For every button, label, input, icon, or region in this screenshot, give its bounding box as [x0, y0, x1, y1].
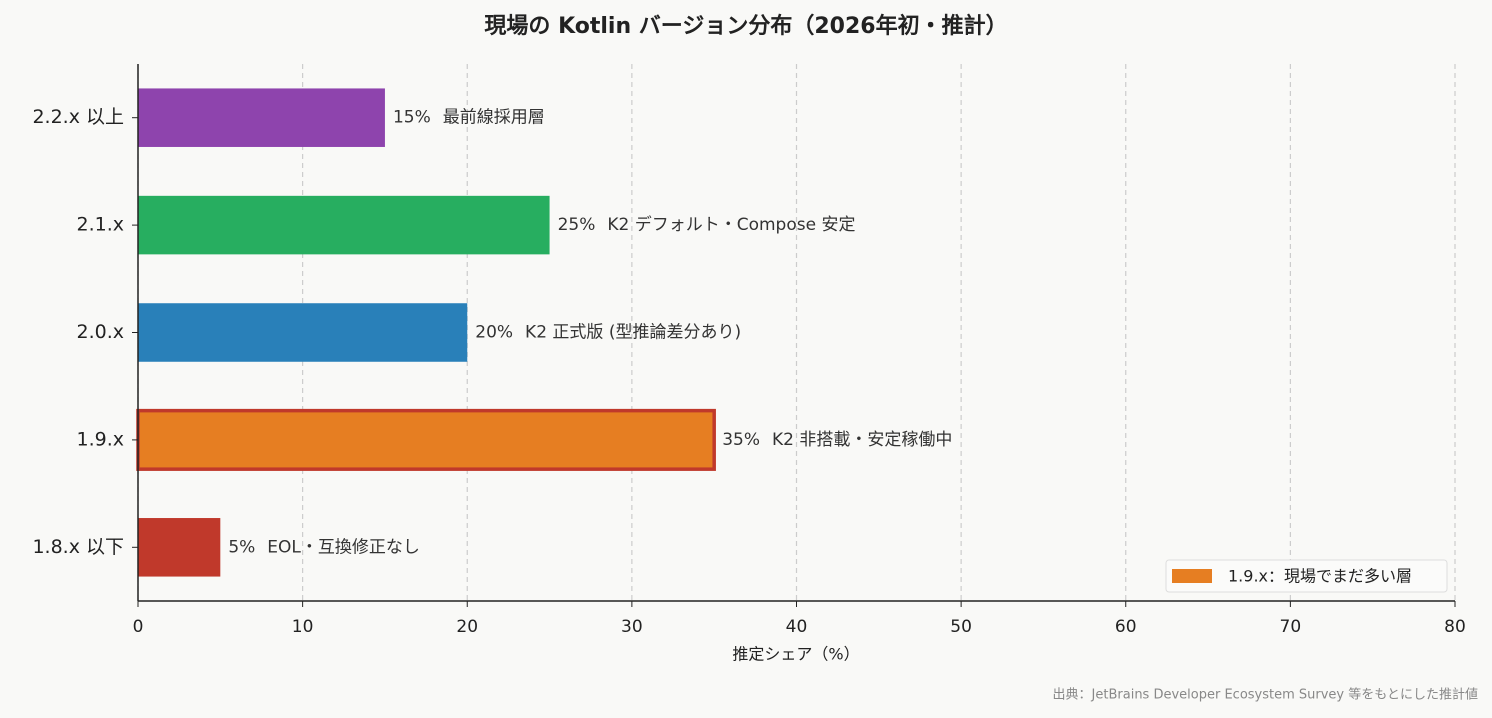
- value-label: 35%: [722, 430, 760, 450]
- x-tick-label: 50: [950, 617, 972, 637]
- bar: [138, 195, 550, 255]
- data-label: 15% 最前線採用層: [393, 108, 545, 128]
- value-label: 20%: [475, 323, 513, 343]
- x-tick-label: 10: [292, 617, 314, 637]
- x-tick-label: 40: [786, 617, 808, 637]
- x-tick-label: 0: [133, 617, 144, 637]
- x-tick-label: 80: [1444, 617, 1466, 637]
- bar: [138, 88, 385, 147]
- data-label: 5% EOL・互換修正なし: [228, 537, 420, 557]
- x-tick-label: 20: [456, 617, 478, 637]
- y-tick-label: 2.1.x: [77, 214, 125, 236]
- y-tick-label: 2.0.x: [77, 321, 125, 343]
- annotation: K2 非搭載・安定稼働中: [772, 430, 952, 450]
- x-tick-label: 30: [621, 617, 643, 637]
- y-tick-label: 1.8.x 以下: [32, 536, 124, 558]
- data-label: 20% K2 正式版 (型推論差分あり): [475, 323, 741, 343]
- y-tick-label: 2.2.x 以上: [32, 106, 124, 128]
- bar: [136, 408, 716, 471]
- y-tick-label: 1.9.x: [77, 428, 125, 450]
- x-tick-label: 70: [1280, 617, 1302, 637]
- x-tick-label: 60: [1115, 617, 1137, 637]
- annotation: K2 デフォルト・Compose 安定: [607, 214, 855, 235]
- bar: [138, 303, 468, 362]
- x-axis-label: 推定シェア（%）: [732, 645, 859, 664]
- data-label: 25% K2 デフォルト・Compose 安定: [558, 214, 856, 235]
- annotation: K2 正式版 (型推論差分あり): [525, 323, 741, 343]
- legend-swatch: [1172, 569, 1212, 583]
- legend-box: [1165, 559, 1448, 593]
- annotation: 最前線採用層: [443, 108, 545, 128]
- data-label: 35% K2 非搭載・安定稼働中: [722, 430, 952, 450]
- annotation: EOL・互換修正なし: [267, 537, 420, 557]
- chart-title: 現場の Kotlin バージョン分布（2026年初・推計）: [484, 13, 1007, 39]
- legend-label: 1.9.x：現場でまだ多い層: [1228, 567, 1412, 586]
- value-label: 25%: [558, 215, 596, 235]
- value-label: 5%: [228, 537, 255, 557]
- source-note: 出典：JetBrains Developer Ecosystem Survey …: [1053, 687, 1478, 703]
- value-label: 15%: [393, 108, 431, 128]
- bar: [138, 518, 221, 577]
